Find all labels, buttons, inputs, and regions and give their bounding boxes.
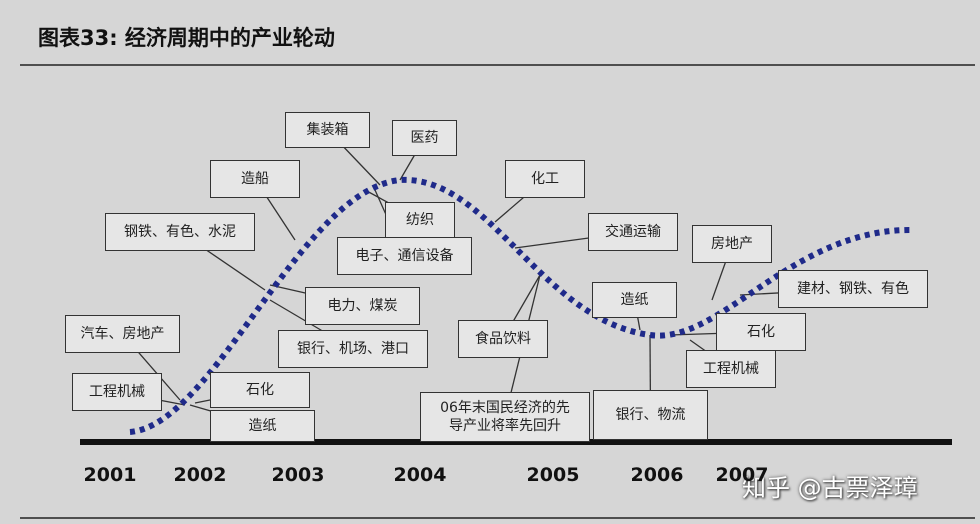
industry-callout: 工程机械 <box>686 350 776 388</box>
industry-callout: 食品饮料 <box>458 320 548 358</box>
watermark: 知乎 @古票泽璋 <box>742 474 918 502</box>
industry-callout: 建材、钢铁、有色 <box>778 270 928 308</box>
callout-text: 导产业将率先回升 <box>449 418 561 434</box>
callout-text: 汽车、房地产 <box>80 326 165 342</box>
industry-callout: 化工 <box>505 160 585 198</box>
industry-callout: 造纸 <box>592 282 677 318</box>
industry-callout: 纺织 <box>385 202 455 238</box>
year-label: 2006 <box>630 464 684 486</box>
industry-callout: 石化 <box>210 372 310 408</box>
year-label: 2003 <box>271 464 325 486</box>
callout-text: 银行、物流 <box>615 407 686 423</box>
industry-callout: 06年末国民经济的先 导产业将率先回升 <box>420 392 590 442</box>
year-label: 2001 <box>83 464 137 486</box>
year-label: 2005 <box>526 464 580 486</box>
industry-callout: 银行、物流 <box>593 390 708 440</box>
callout-text: 工程机械 <box>89 384 145 400</box>
callout-text: 06年末国民经济的先 <box>440 400 570 416</box>
callout-text: 化工 <box>531 171 559 187</box>
industry-callout: 造船 <box>210 160 300 198</box>
callout-text: 造船 <box>241 171 269 187</box>
callout-text: 电子、通信设备 <box>355 248 454 264</box>
industry-callout: 交通运输 <box>588 213 678 251</box>
callout-text: 医药 <box>410 130 439 146</box>
callout-text: 纺织 <box>406 212 434 228</box>
callout-text: 电力、煤炭 <box>327 298 398 314</box>
industry-callout: 汽车、房地产 <box>65 315 180 353</box>
industry-callout: 石化 <box>716 313 806 351</box>
industry-callout: 医药 <box>392 120 457 156</box>
industry-callout: 集装箱 <box>285 112 370 148</box>
industry-callout: 电子、通信设备 <box>337 237 472 275</box>
callout-text: 工程机械 <box>703 361 759 377</box>
year-label: 2007 <box>715 464 769 486</box>
year-label: 2004 <box>393 464 447 486</box>
industry-callout: 钢铁、有色、水泥 <box>105 213 255 251</box>
industry-callout: 造纸 <box>210 410 315 442</box>
callout-text: 造纸 <box>248 418 277 434</box>
callout-text: 集装箱 <box>306 122 349 138</box>
callout-text: 食品饮料 <box>475 331 531 347</box>
callout-text: 银行、机场、港口 <box>297 341 409 357</box>
industry-callout: 电力、煤炭 <box>305 287 420 325</box>
callout-text: 交通运输 <box>605 224 661 240</box>
callout-text: 钢铁、有色、水泥 <box>124 224 236 240</box>
callout-text: 建材、钢铁、有色 <box>797 281 909 297</box>
industry-callout: 银行、机场、港口 <box>278 330 428 368</box>
title: 图表33: 经济周期中的产业轮动 <box>38 26 335 50</box>
callout-text: 造纸 <box>620 292 649 308</box>
callout-text: 房地产 <box>711 236 753 252</box>
industry-callout: 房地产 <box>692 225 772 263</box>
year-label: 2002 <box>173 464 227 486</box>
cycle-curve <box>129 176 911 435</box>
industry-callout: 工程机械 <box>72 373 162 411</box>
callout-text: 石化 <box>246 382 274 398</box>
callout-text: 石化 <box>747 324 775 340</box>
